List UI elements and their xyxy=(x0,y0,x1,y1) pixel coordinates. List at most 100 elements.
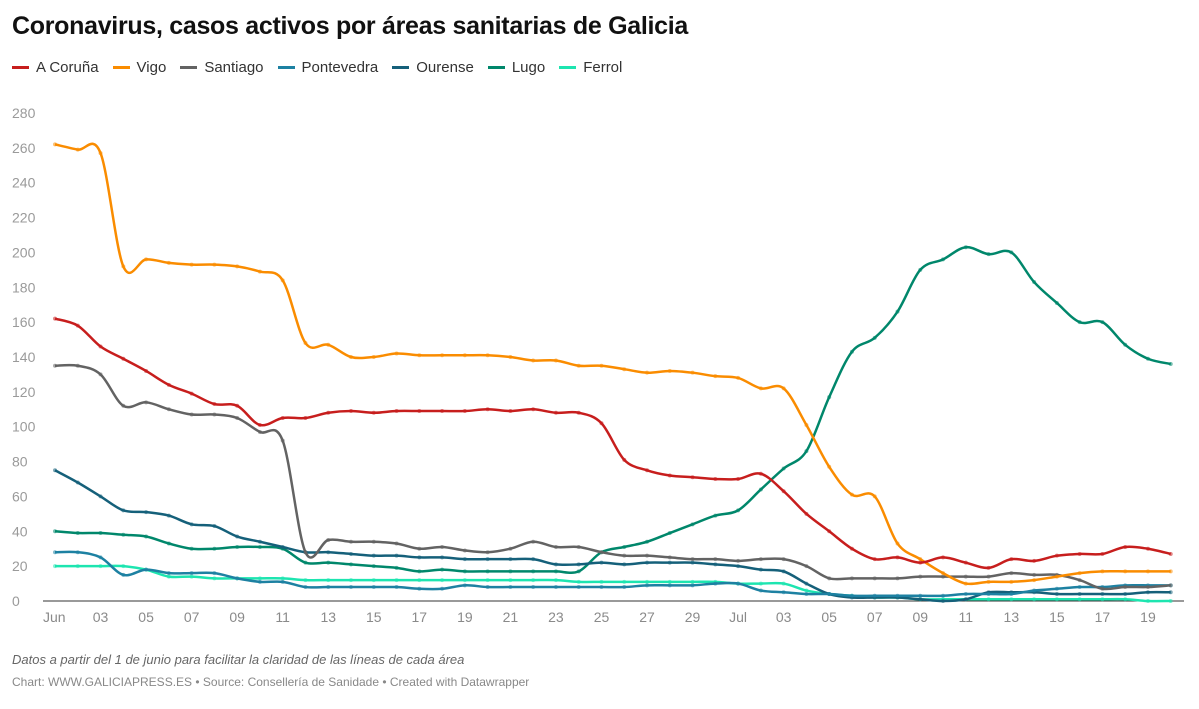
y-tick-label: 20 xyxy=(12,558,28,574)
data-point-ourense xyxy=(690,560,695,565)
data-point-a-coruna xyxy=(531,407,536,412)
data-point-lugo xyxy=(622,544,627,549)
data-point-vigo xyxy=(1145,569,1150,574)
data-point-a-coruna xyxy=(986,565,991,570)
data-point-lugo xyxy=(144,534,149,539)
data-point-lugo xyxy=(98,531,103,536)
data-point-vigo xyxy=(326,342,331,347)
data-point-ourense xyxy=(394,553,399,558)
data-point-vigo xyxy=(1054,574,1059,579)
legend-label: Pontevedra xyxy=(301,59,379,76)
data-point-a-coruna xyxy=(280,416,285,420)
x-tick-label: 11 xyxy=(959,609,974,625)
data-point-vigo xyxy=(440,353,445,358)
data-point-lugo xyxy=(303,560,308,565)
data-point-pontevedra xyxy=(758,588,763,593)
data-point-ferrol xyxy=(75,564,80,569)
x-tick-label: 17 xyxy=(412,609,428,625)
data-point-ourense xyxy=(918,597,923,602)
data-point-vigo xyxy=(257,269,262,274)
data-point-a-coruna xyxy=(121,356,126,361)
data-point-a-coruna xyxy=(1009,557,1014,562)
data-point-ferrol xyxy=(394,578,399,583)
data-point-lugo xyxy=(440,567,445,572)
data-point-vigo xyxy=(781,386,786,391)
x-tick-label: 13 xyxy=(320,609,336,625)
data-point-ferrol xyxy=(1054,597,1059,602)
data-point-lugo xyxy=(508,569,513,574)
data-point-pontevedra xyxy=(1032,588,1037,593)
data-point-ferrol xyxy=(303,578,308,583)
data-point-pontevedra xyxy=(212,571,217,576)
data-point-a-coruna xyxy=(1077,551,1082,556)
data-point-lugo xyxy=(918,267,923,272)
data-point-lugo xyxy=(849,349,854,354)
data-point-ferrol xyxy=(645,579,650,584)
data-point-vigo xyxy=(599,363,604,368)
data-point-ferrol xyxy=(166,574,171,579)
data-point-pontevedra xyxy=(189,571,194,576)
data-point-ourense xyxy=(1077,592,1082,597)
x-tick-label: 17 xyxy=(1095,609,1111,625)
data-point-ourense xyxy=(599,560,604,565)
data-point-ferrol xyxy=(1145,599,1150,603)
data-point-vigo xyxy=(667,368,672,373)
data-point-a-coruna xyxy=(394,409,399,414)
data-point-lugo xyxy=(371,564,376,569)
series-line-ferrol xyxy=(54,564,1171,603)
data-point-santiago xyxy=(371,539,376,544)
data-point-a-coruna xyxy=(690,475,695,480)
series-line-lugo xyxy=(54,245,1172,575)
legend: A Coruña Vigo Santiago Pontevedra Ourense Lug… xyxy=(12,59,636,76)
data-point-ourense xyxy=(736,564,741,569)
x-tick-label: Jun xyxy=(43,609,66,625)
data-point-lugo xyxy=(1077,320,1082,325)
series-line-vigo xyxy=(54,142,1171,586)
data-point-vigo xyxy=(804,422,809,427)
y-tick-label: 180 xyxy=(12,279,36,295)
data-point-pontevedra xyxy=(121,572,126,577)
chart-credit: Chart: WWW.GALICIAPRESS.ES • Source: Con… xyxy=(12,675,530,689)
data-point-ferrol xyxy=(257,576,262,581)
data-point-lugo xyxy=(257,544,262,549)
data-point-ferrol xyxy=(781,581,786,586)
data-point-a-coruna xyxy=(166,382,171,387)
data-point-pontevedra xyxy=(872,593,877,598)
data-point-a-coruna xyxy=(553,410,558,415)
y-tick-label: 220 xyxy=(12,210,36,226)
data-point-a-coruna xyxy=(1100,551,1105,556)
data-point-a-coruna xyxy=(303,416,308,420)
legend-swatch xyxy=(277,66,295,69)
legend-label: A Coruña xyxy=(36,59,99,76)
data-point-a-coruna xyxy=(804,511,809,516)
data-point-lugo xyxy=(895,309,900,314)
data-point-lugo xyxy=(827,395,832,400)
data-point-pontevedra xyxy=(394,585,399,590)
data-point-lugo xyxy=(121,532,126,537)
data-point-pontevedra xyxy=(1077,585,1082,590)
data-point-ourense xyxy=(75,480,80,485)
data-point-a-coruna xyxy=(576,410,581,415)
data-point-a-coruna xyxy=(485,407,490,412)
legend-swatch xyxy=(12,66,29,69)
data-point-pontevedra xyxy=(713,581,718,586)
data-point-ferrol xyxy=(349,578,354,583)
data-point-vigo xyxy=(553,358,558,363)
data-point-pontevedra xyxy=(462,583,467,588)
y-tick-label: 40 xyxy=(12,523,28,539)
data-point-ourense xyxy=(1123,592,1128,597)
data-point-lugo xyxy=(872,335,877,340)
data-point-lugo xyxy=(417,569,422,574)
data-point-ferrol xyxy=(1168,599,1173,603)
data-point-a-coruna xyxy=(326,410,331,415)
data-point-pontevedra xyxy=(371,585,376,590)
data-point-ferrol xyxy=(371,578,376,583)
data-point-a-coruna xyxy=(144,368,149,373)
data-point-pontevedra xyxy=(553,585,558,590)
data-point-pontevedra xyxy=(918,593,923,598)
data-point-pontevedra xyxy=(804,592,809,597)
data-point-ourense xyxy=(645,560,650,565)
data-point-ourense xyxy=(440,555,445,560)
data-point-lugo xyxy=(485,569,490,574)
data-point-vigo xyxy=(645,370,650,375)
